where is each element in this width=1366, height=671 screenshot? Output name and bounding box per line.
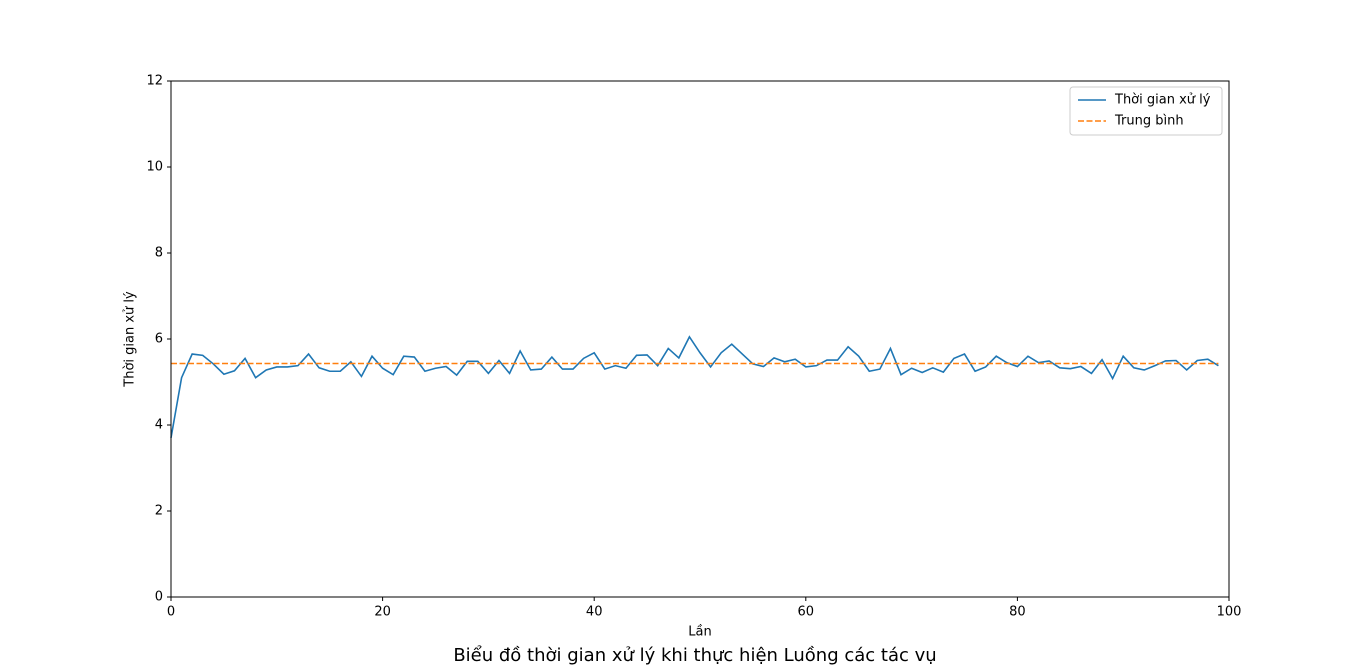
y-tick-label: 8	[155, 246, 163, 261]
y-tick-label: 2	[155, 504, 163, 519]
plot-frame	[170, 80, 1230, 598]
x-tick-label: 40	[586, 605, 603, 620]
x-tick-label: 60	[798, 605, 815, 620]
y-tick-label: 10	[146, 160, 163, 175]
legend-label: Thời gian xử lý	[1114, 93, 1211, 108]
x-axis-label: Lần	[688, 625, 711, 640]
legend-label: Trung bình	[1114, 114, 1184, 129]
x-tick-label: 0	[167, 605, 175, 620]
y-axis-label: Thời gian xử lý	[123, 291, 138, 388]
y-tick-label: 0	[155, 590, 163, 605]
legend	[1069, 86, 1223, 136]
y-tick-label: 4	[155, 418, 163, 433]
y-tick-label: 12	[146, 74, 163, 89]
x-tick-label: 80	[1009, 605, 1026, 620]
x-tick-label: 20	[374, 605, 391, 620]
x-tick-label: 100	[1217, 605, 1242, 620]
chart-title: Biểu đồ thời gian xử lý khi thực hiện Lu…	[453, 645, 936, 666]
y-tick-label: 6	[155, 332, 163, 347]
series-line	[170, 335, 1219, 439]
